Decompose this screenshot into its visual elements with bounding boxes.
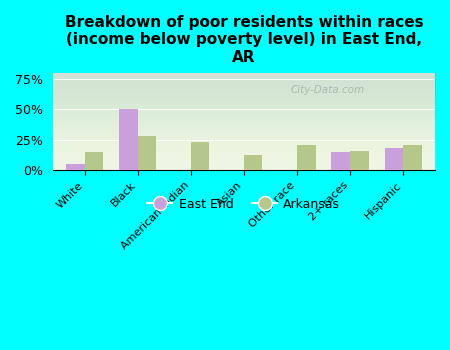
Bar [119, 110, 138, 170]
Bar [403, 145, 422, 170]
Bar [244, 155, 262, 170]
Title: Breakdown of poor residents within races
(income below poverty level) in East En: Breakdown of poor residents within races… [64, 15, 423, 65]
Text: City-Data.com: City-Data.com [291, 85, 365, 96]
Bar [138, 136, 156, 170]
Bar [297, 145, 315, 170]
Bar [385, 148, 403, 170]
Bar [350, 151, 369, 170]
Legend: East End, Arkansas: East End, Arkansas [142, 193, 345, 216]
Bar [332, 152, 350, 170]
Bar [66, 164, 85, 170]
Bar [191, 142, 209, 170]
Bar [85, 152, 103, 170]
